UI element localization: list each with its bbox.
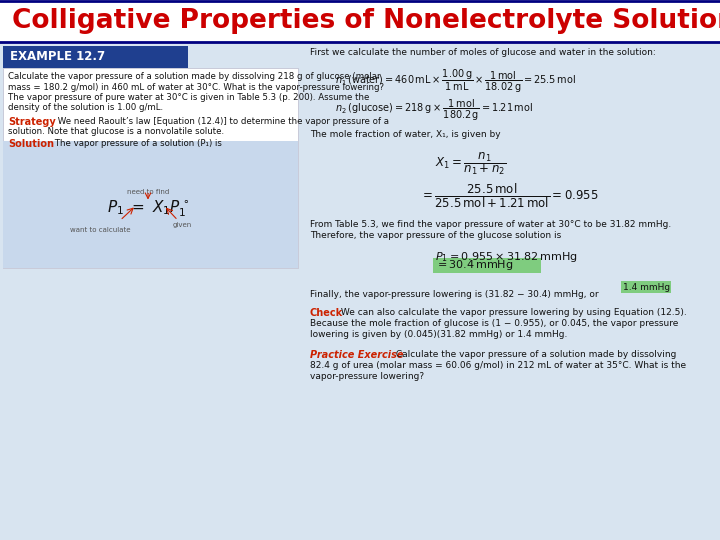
Text: Colligative Properties of Nonelectrolyte Solutions: Colligative Properties of Nonelectrolyte… [12, 8, 720, 34]
Text: From Table 5.3, we find the vapor pressure of water at 30°C to be 31.82 mmHg.: From Table 5.3, we find the vapor pressu… [310, 220, 671, 229]
Text: lowering is given by (0.045)(31.82 mmHg) or 1.4 mmHg.: lowering is given by (0.045)(31.82 mmHg)… [310, 330, 567, 339]
Text: vapor-pressure lowering?: vapor-pressure lowering? [310, 372, 424, 381]
Bar [3, 141, 298, 268]
Text: Calculate the vapor pressure of a solution made by dissolving 218 g of glucose (: Calculate the vapor pressure of a soluti… [8, 72, 380, 81]
Text: Calculate the vapor pressure of a solution made by dissolving: Calculate the vapor pressure of a soluti… [393, 350, 676, 359]
Bar [0, 0, 720, 42]
Bar [3, 46, 188, 68]
Text: need to find: need to find [127, 188, 169, 194]
Text: mass = 180.2 g/mol) in 460 mL of water at 30°C. What is the vapor-pressure lower: mass = 180.2 g/mol) in 460 mL of water a… [8, 83, 384, 91]
Text: solution. Note that glucose is a nonvolatile solute.: solution. Note that glucose is a nonvola… [8, 127, 224, 137]
Text: $P_1\ =\ X_1P_1^\circ$: $P_1\ =\ X_1P_1^\circ$ [107, 198, 189, 219]
Text: $= 30.4\,\mathrm{mmHg}$: $= 30.4\,\mathrm{mmHg}$ [435, 258, 513, 272]
Bar [3, 68, 298, 268]
Text: $= \dfrac{25.5\,\mathrm{mol}}{25.5\,\mathrm{mol} + 1.21\,\mathrm{mol}} = 0.955$: $= \dfrac{25.5\,\mathrm{mol}}{25.5\,\mat… [420, 182, 598, 210]
Text: given: given [172, 222, 192, 228]
Text: Therefore, the vapor pressure of the glucose solution is: Therefore, the vapor pressure of the glu… [310, 231, 562, 240]
Text: $P_1 = 0.955 \times 31.82\,\mathrm{mmHg}$: $P_1 = 0.955 \times 31.82\,\mathrm{mmHg}… [435, 250, 577, 264]
Text: Strategy: Strategy [8, 117, 55, 127]
Text: We can also calculate the vapor pressure lowering by using Equation (12.5).: We can also calculate the vapor pressure… [338, 308, 687, 317]
Text: The mole fraction of water, X₁, is given by: The mole fraction of water, X₁, is given… [310, 130, 500, 139]
Text: Check: Check [310, 308, 343, 318]
Text: $n_2\,\mathrm{(glucose)} = 218\,\mathrm{g}\times\dfrac{1\,\mathrm{mol}}{180.2\,\: $n_2\,\mathrm{(glucose)} = 218\,\mathrm{… [335, 98, 534, 123]
Text: Practice Exercise: Practice Exercise [310, 350, 403, 360]
Bar [433, 258, 541, 273]
Text: $n_1\,\mathrm{(water)} = 460\,\mathrm{mL}\times\dfrac{1.00\,\mathrm{g}}{1\,\math: $n_1\,\mathrm{(water)} = 460\,\mathrm{mL… [335, 68, 576, 95]
Text: Because the mole fraction of glucose is (1 − 0.955), or 0.045, the vapor pressur: Because the mole fraction of glucose is … [310, 319, 678, 328]
Text: $X_1 = \dfrac{n_1}{n_1 + n_2}$: $X_1 = \dfrac{n_1}{n_1 + n_2}$ [435, 150, 506, 177]
Text: Finally, the vapor-pressure lowering is (31.82 − 30.4) mmHg, or: Finally, the vapor-pressure lowering is … [310, 290, 601, 299]
Text: First we calculate the number of moles of glucose and water in the solution:: First we calculate the number of moles o… [310, 48, 656, 57]
Text: We need Raoult’s law [Equation (12.4)] to determine the vapor pressure of a: We need Raoult’s law [Equation (12.4)] t… [55, 117, 389, 126]
Text: density of the solution is 1.00 g/mL.: density of the solution is 1.00 g/mL. [8, 104, 163, 112]
Text: 1.4 mmHg: 1.4 mmHg [623, 282, 670, 292]
Text: EXAMPLE 12.7: EXAMPLE 12.7 [10, 51, 105, 64]
Text: want to calculate: want to calculate [70, 226, 130, 233]
Text: 82.4 g of urea (molar mass = 60.06 g/mol) in 212 mL of water at 35°C. What is th: 82.4 g of urea (molar mass = 60.06 g/mol… [310, 361, 686, 370]
Text: Solution: Solution [8, 139, 54, 149]
Text: The vapor pressure of pure water at 30°C is given in Table 5.3 (p. 200). Assume : The vapor pressure of pure water at 30°C… [8, 93, 369, 102]
Bar [621, 281, 671, 293]
Text: The vapor pressure of a solution (P₁) is: The vapor pressure of a solution (P₁) is [52, 139, 222, 148]
